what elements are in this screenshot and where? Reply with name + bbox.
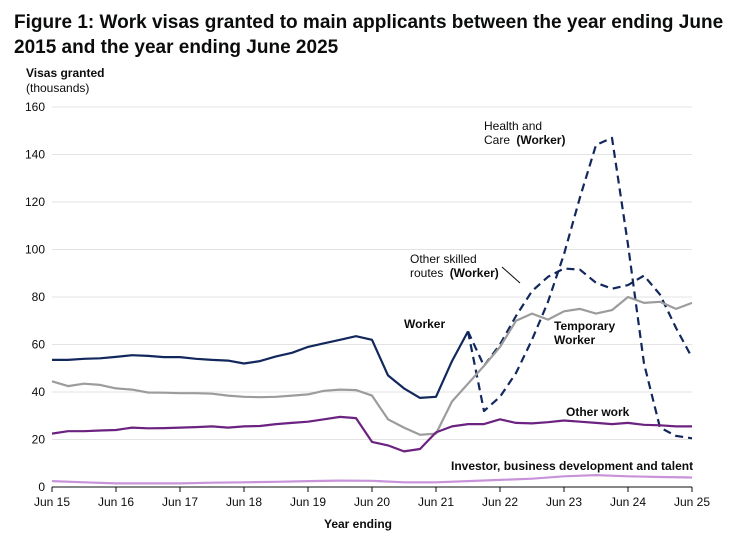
label-investor: Investor, business development and talen… <box>451 459 693 473</box>
axes <box>51 486 693 492</box>
label-other-skilled-line2-plain: routes <box>410 266 447 280</box>
other-skilled-leader-line <box>501 266 521 284</box>
label-health-care-line2: Care (Worker) <box>484 133 565 147</box>
label-health-care-line2-bold: (Worker) <box>516 133 565 147</box>
x-tick-label: Jun 18 <box>226 495 262 509</box>
series-line-investor-business-development-and-talent <box>51 474 693 485</box>
x-tick-label: Jun 25 <box>674 495 710 509</box>
series-lines <box>51 136 693 485</box>
x-tick-label: Jun 17 <box>162 495 198 509</box>
y-tick-label: 40 <box>32 385 46 399</box>
series-line-other-skilled-routes-worker <box>467 267 693 367</box>
label-other-work: Other work <box>566 405 630 419</box>
x-tick-label: Jun 21 <box>418 495 454 509</box>
y-axis-label: Visas granted (thousands) <box>26 66 104 96</box>
annotations: Year ending Worker Health and Care (Work… <box>324 119 693 531</box>
y-tick-label: 120 <box>25 195 45 209</box>
gridlines <box>52 106 692 440</box>
x-tick-labels: Jun 15 Jun 16 Jun 17 Jun 18 Jun 19 Jun 20 Jun … <box>34 495 710 509</box>
label-health-care-line1: Health and <box>484 119 542 133</box>
label-temporary-line1: Temporary <box>554 319 615 333</box>
x-tick-label: Jun 19 <box>290 495 326 509</box>
y-axis-unit: (thousands) <box>26 81 90 95</box>
y-tick-label: 60 <box>32 338 46 352</box>
label-other-skilled-line2-bold: (Worker) <box>450 266 499 280</box>
x-tick-label: Jun 24 <box>610 495 646 509</box>
y-tick-label: 160 <box>25 100 45 114</box>
x-tick-label: Jun 20 <box>354 495 390 509</box>
y-axis-title: Visas granted <box>26 66 105 80</box>
chart-title: Figure 1: Work visas granted to main app… <box>14 12 724 58</box>
y-tick-labels: 0 20 40 60 80 100 120 140 160 <box>25 100 45 494</box>
y-tick-label: 0 <box>38 480 45 494</box>
x-tick-label: Jun 23 <box>546 495 582 509</box>
x-tick-label: Jun 16 <box>98 495 134 509</box>
label-temporary-line2: Worker <box>554 333 595 347</box>
label-other-skilled-line2: routes (Worker) <box>410 266 499 280</box>
series-line-worker <box>52 330 469 399</box>
series-line-health-and-care-worker <box>466 136 693 440</box>
label-worker: Worker <box>404 317 445 331</box>
x-tick-label: Jun 15 <box>34 495 70 509</box>
label-health-care-line2-plain: Care <box>484 133 513 147</box>
y-tick-label: 80 <box>32 290 46 304</box>
series-line-other-work <box>51 415 692 453</box>
y-tick-label: 140 <box>25 148 45 162</box>
y-tick-label: 20 <box>32 433 46 447</box>
x-tick-label: Jun 22 <box>482 495 518 509</box>
series-line-temporary-worker <box>51 295 693 436</box>
label-other-skilled-line1: Other skilled <box>410 252 477 266</box>
y-tick-label: 100 <box>25 243 45 257</box>
x-axis-title: Year ending <box>324 517 392 531</box>
